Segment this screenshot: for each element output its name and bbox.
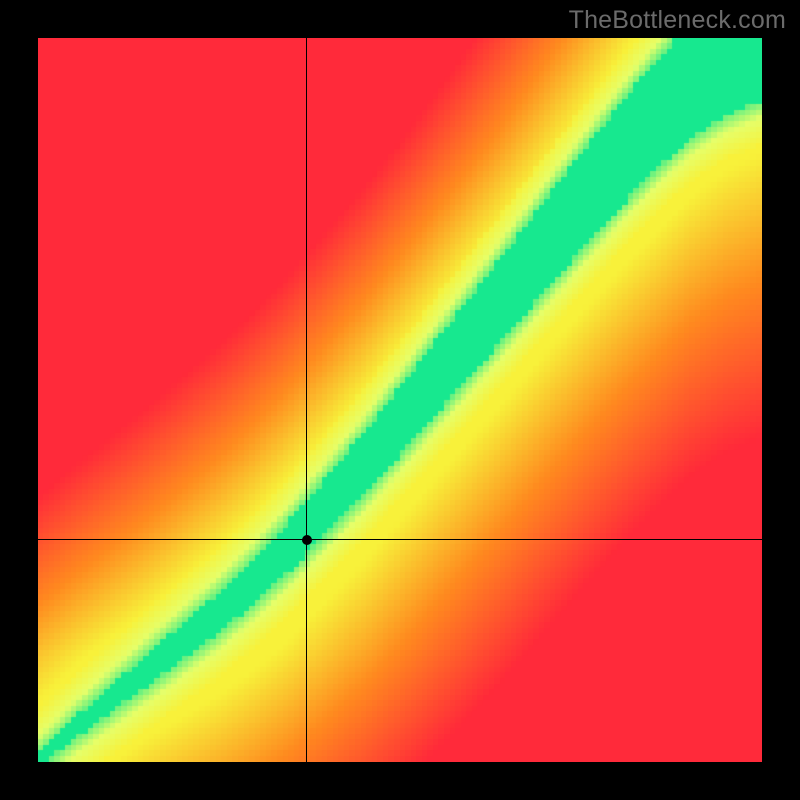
watermark-text: TheBottleneck.com <box>569 6 786 35</box>
crosshair-vertical <box>306 38 307 762</box>
plot-area <box>38 38 762 762</box>
bottleneck-heatmap <box>38 38 762 762</box>
chart-container: TheBottleneck.com <box>0 0 800 800</box>
crosshair-marker <box>302 535 312 545</box>
crosshair-horizontal <box>38 539 762 540</box>
